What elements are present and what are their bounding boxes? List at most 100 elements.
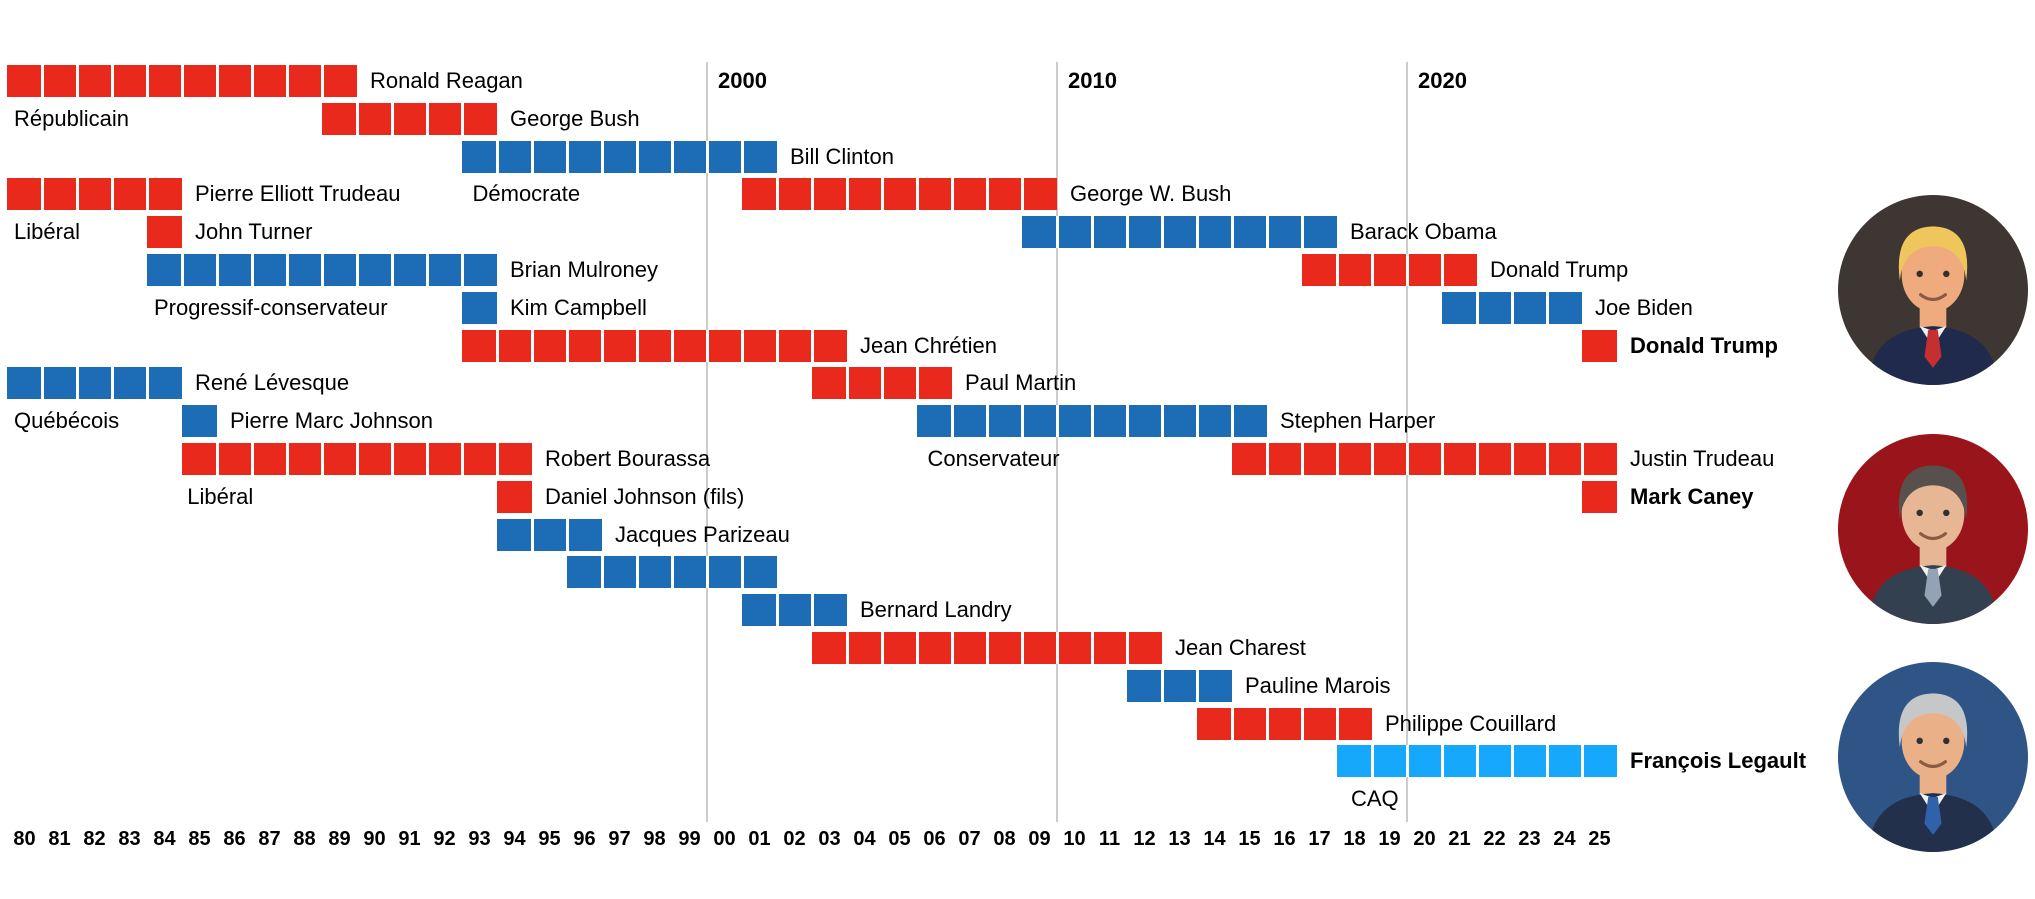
axis-tick-80: 80 <box>13 828 36 850</box>
bar-row13 <box>567 556 777 589</box>
year-separator <box>530 518 534 551</box>
portrait-mark-caney <box>1838 434 2028 624</box>
year-separator <box>1125 405 1129 438</box>
label-brian-mulroney: Brian Mulroney <box>510 257 658 282</box>
axis-tick-11: 11 <box>1098 828 1121 850</box>
bar-george-w-bush <box>742 178 1057 211</box>
bar-daniel-johnson-fils <box>497 480 532 513</box>
year-separator <box>355 102 359 135</box>
axis-tick-03: 03 <box>818 828 841 850</box>
year-separator <box>600 140 604 173</box>
year-separator <box>565 140 569 173</box>
portrait-francois-legault <box>1838 662 2028 852</box>
axis-tick-02: 02 <box>783 828 806 850</box>
year-separator <box>740 140 744 173</box>
year-separator <box>250 254 254 286</box>
bar-mark-caney <box>1582 480 1617 513</box>
year-separator <box>390 254 394 286</box>
axis-tick-01: 01 <box>748 828 771 850</box>
year-separator <box>1230 405 1234 438</box>
year-separator <box>425 102 429 135</box>
bar-robert-bourassa <box>182 443 532 475</box>
axis-tick-99: 99 <box>678 828 701 850</box>
year-separator <box>1405 443 1409 475</box>
year-separator <box>180 65 184 97</box>
year-separator <box>705 329 709 362</box>
year-separator <box>1440 745 1444 778</box>
party-label-caq: CAQ <box>1351 786 1399 812</box>
bar-pierre-elliott-trudeau <box>7 178 182 211</box>
year-separator <box>75 65 79 97</box>
label-jacques-parizeau: Jacques Parizeau <box>615 521 790 547</box>
year-separator <box>530 140 534 173</box>
label-pauline-marois: Pauline Marois <box>1245 672 1391 698</box>
label-justin-trudeau: Justin Trudeau <box>1630 446 1775 471</box>
axis-tick-05: 05 <box>888 828 911 850</box>
year-separator <box>1020 178 1024 211</box>
year-separator <box>810 178 814 211</box>
bar-paul-martin <box>812 367 952 400</box>
label-joe-biden: Joe Biden <box>1595 294 1693 320</box>
label-donald-trump: Donald Trump <box>1630 332 1778 358</box>
axis-tick-96: 96 <box>573 828 596 850</box>
year-separator <box>355 254 359 286</box>
label-stephen-harper: Stephen Harper <box>1280 408 1436 434</box>
axis-tick-83: 83 <box>118 828 141 850</box>
year-separator <box>600 556 604 589</box>
party-label-liberal: Libéral <box>187 483 254 509</box>
bar-rene-levesque <box>7 367 182 400</box>
year-separator <box>1055 405 1059 438</box>
portrait-svg-mark-caney <box>1838 434 2028 624</box>
year-separator <box>600 329 604 362</box>
year-separator <box>915 178 919 211</box>
year-separator <box>460 443 464 475</box>
year-separator <box>1090 632 1094 664</box>
year-separator <box>705 140 709 173</box>
axis-tick-17: 17 <box>1308 828 1331 850</box>
axis-tick-09: 09 <box>1028 828 1051 850</box>
gridline-2020 <box>1406 62 1408 822</box>
axis-tick-12: 12 <box>1133 828 1156 850</box>
year-separator <box>1230 216 1234 249</box>
party-label-progressif-conservateur: Progressif-conservateur <box>154 294 388 320</box>
year-separator <box>1475 291 1479 324</box>
bar-bernard-landry <box>742 594 847 627</box>
year-separator <box>320 443 324 475</box>
year-separator <box>460 102 464 135</box>
year-separator <box>1335 254 1339 286</box>
year-separator <box>880 178 884 211</box>
year-separator <box>355 443 359 475</box>
axis-tick-90: 90 <box>363 828 386 850</box>
year-separator <box>1160 405 1164 438</box>
axis-tick-24: 24 <box>1553 828 1576 850</box>
year-separator <box>1545 745 1549 778</box>
bar-john-turner <box>147 216 182 249</box>
year-separator <box>1125 216 1129 249</box>
axis-tick-16: 16 <box>1273 828 1296 850</box>
label-rene-levesque: René Lévesque <box>195 370 350 396</box>
year-separator <box>670 329 674 362</box>
label-robert-bourassa: Robert Bourassa <box>545 446 711 471</box>
year-separator <box>1405 745 1409 778</box>
tie <box>1924 568 1942 607</box>
axis-tick-08: 08 <box>993 828 1016 850</box>
tie <box>1924 796 1942 835</box>
year-separator <box>145 367 149 400</box>
year-separator <box>1265 216 1269 249</box>
year-separator <box>285 443 289 475</box>
bar-jacques-parizeau <box>497 518 602 551</box>
axis-tick-25: 25 <box>1588 828 1611 850</box>
year-separator <box>950 178 954 211</box>
party-label-quebecois: Québécois <box>14 408 120 434</box>
year-separator <box>1335 443 1339 475</box>
year-separator <box>1440 254 1444 286</box>
party-label-democrate: Démocrate <box>472 181 581 207</box>
year-separator <box>880 367 884 400</box>
year-separator <box>40 178 44 211</box>
bar-pauline-marois <box>1127 669 1232 702</box>
year-separator <box>495 140 499 173</box>
hair <box>1898 693 1968 748</box>
party-label-republicain: Républicain <box>14 105 129 131</box>
year-separator <box>950 632 954 664</box>
year-separator <box>1370 443 1374 475</box>
